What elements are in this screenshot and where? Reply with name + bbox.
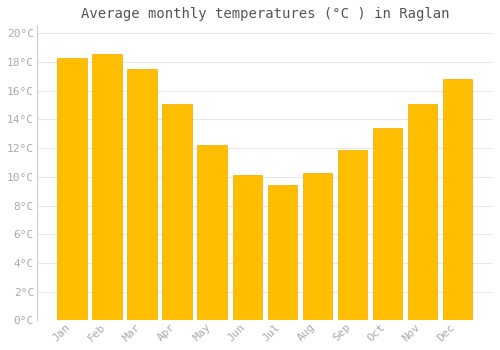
Bar <box>232 175 262 320</box>
Bar <box>302 173 332 320</box>
Bar <box>162 104 192 320</box>
Bar <box>198 145 228 320</box>
Bar <box>442 79 472 320</box>
Bar <box>372 128 402 320</box>
Bar <box>338 149 368 320</box>
Bar <box>128 69 157 320</box>
Bar <box>58 58 87 320</box>
Bar <box>92 54 122 320</box>
Bar <box>268 186 298 320</box>
Bar <box>408 104 438 320</box>
Title: Average monthly temperatures (°C ) in Raglan: Average monthly temperatures (°C ) in Ra… <box>80 7 449 21</box>
